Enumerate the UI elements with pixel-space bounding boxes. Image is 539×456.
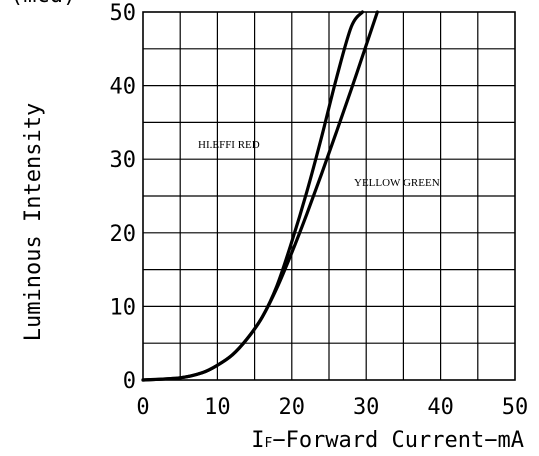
x-tick-labels: 0 10 20 30 40 50 — [136, 395, 528, 420]
x-axis-label-sub: F — [265, 436, 273, 451]
y-axis-label: Luminous Intensity — [21, 103, 46, 341]
x-tick-label: 50 — [502, 395, 529, 420]
x-tick-label: 20 — [279, 395, 306, 420]
grid — [143, 12, 515, 380]
y-tick-label: 20 — [110, 222, 137, 247]
x-axis-label: IF−Forward Current−mA — [251, 428, 524, 453]
annotation-yellow-green: YELLOW GREEN — [354, 177, 440, 189]
y-tick-label: 10 — [110, 295, 137, 320]
y-axis-unit-partial: (mcd) — [10, 0, 76, 8]
y-tick-label: 50 — [110, 1, 137, 26]
x-axis-label-prefix: I — [251, 428, 264, 453]
y-tick-label: 30 — [110, 148, 137, 173]
x-tick-label: 10 — [204, 395, 231, 420]
x-axis-label-rest: −Forward Current−mA — [272, 428, 524, 453]
y-tick-label: 0 — [123, 369, 136, 394]
x-tick-label: 0 — [136, 395, 149, 420]
x-tick-label: 30 — [353, 395, 380, 420]
plot-frame — [142, 11, 516, 381]
annotation-hi-effi-red: HI.EFFI RED — [198, 139, 260, 151]
y-tick-label: 40 — [110, 75, 137, 100]
x-tick-label: 40 — [427, 395, 454, 420]
y-tick-labels: 0 10 20 30 40 50 — [110, 1, 137, 394]
series-group — [141, 10, 379, 382]
series-line-yellow-green — [141, 10, 379, 382]
